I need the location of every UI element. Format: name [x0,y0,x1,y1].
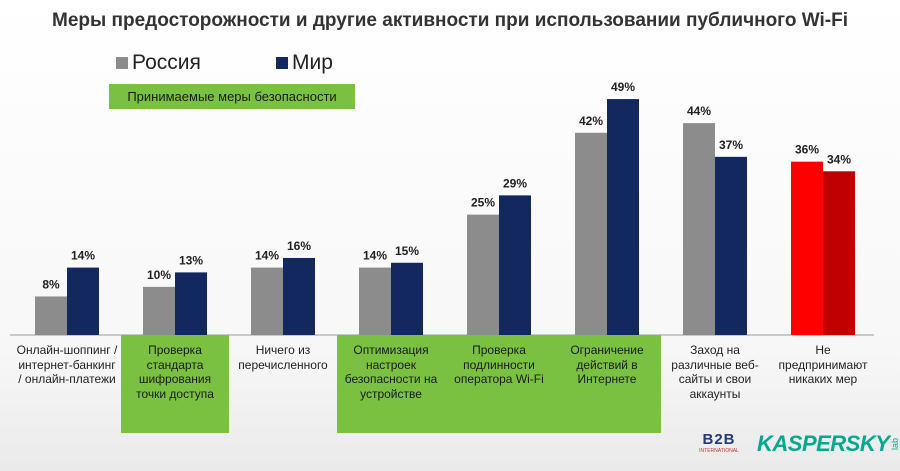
bar-world-7 [823,171,855,335]
category-label-3-line-1: настроек [365,357,417,372]
data-label-russia-7: 36% [795,143,819,157]
bar-russia-3 [359,267,391,335]
data-label-world-6: 37% [719,138,743,152]
bar-russia-7 [791,161,823,335]
data-label-world-2: 16% [287,239,311,253]
data-label-russia-6: 44% [687,104,711,118]
category-label-4-line-1: подлинности [463,357,535,372]
data-label-world-1: 13% [179,253,203,267]
bar-world-1 [175,272,207,335]
data-label-russia-5: 42% [579,114,603,128]
bar-world-0 [67,267,99,335]
category-label-7-line-0: Не [815,343,831,357]
legend-swatch-russia [116,57,128,69]
category-label-5-line-2: Интернете [577,372,637,386]
category-label-3-line-3: устройстве [360,386,422,401]
data-label-russia-1: 10% [147,268,171,282]
category-label-1-line-3: точки доступа [136,386,214,401]
bar-russia-1 [143,286,175,335]
legend-swatch-world [276,57,288,69]
category-label-7: Не предпринимают никаких мер [769,335,877,415]
category-label-4-line-0: Проверка [472,343,526,357]
category-label-5: Ограничение действий в Интернете [553,335,661,433]
b2b-international-logo: B2B INTERNATIONAL [695,431,743,455]
data-label-russia-4: 25% [471,196,495,210]
bar-world-5 [607,99,639,335]
category-label-7-line-2: никаких мер [788,372,858,386]
category-label-0-line-2: / онлайн-платежи [18,372,116,386]
category-label-0-line-0: Онлайн-шоппинг / [16,343,118,357]
data-label-world-3: 15% [395,244,419,258]
category-label-1-line-0: Проверка [148,343,202,357]
category-label-7-line-1: предпринимают [778,357,868,372]
bar-russia-2 [251,267,283,335]
b2b-logo-text: B2B [702,431,736,448]
kaspersky-logo-text: KASPERSKY [757,431,890,456]
category-label-1-line-1: стандарта [146,357,204,372]
bar-world-4 [499,195,531,335]
bar-russia-0 [35,296,67,335]
legend-item-russia: Россия [116,51,201,75]
category-label-6: Заход на различные веб-сайты и свои аккаун… [661,335,769,415]
data-label-world-7: 34% [827,152,851,166]
data-label-russia-2: 14% [255,249,279,263]
data-label-world-0: 14% [71,249,95,263]
category-label-6-line-0: Заход на [690,343,740,357]
bar-world-3 [391,262,423,335]
category-label-3-line-0: Оптимизация [353,343,429,357]
legend-label-world: Мир [292,51,333,74]
category-label-4-line-2: оператора Wi-Fi [454,372,544,386]
category-label-2-line-1: перечисленного [238,357,328,372]
category-label-3: Оптимизация настроек безопасности на устрой… [337,335,445,433]
kaspersky-lab-logo: KASPERSKY lab [757,431,900,457]
bar-russia-6 [683,123,715,335]
category-label-5-line-1: действий в [576,357,638,372]
kaspersky-logo-subtext: lab [890,437,900,451]
category-label-3-line-2: безопасности на [344,372,438,386]
category-label-6-line-2: сайты и свои [678,372,752,386]
category-label-2-line-0: Ничего из [255,343,311,357]
data-label-russia-3: 14% [363,249,387,263]
bar-russia-4 [467,214,499,335]
data-label-russia-0: 8% [42,277,60,291]
bar-world-2 [283,257,315,335]
b2b-logo-subtext: INTERNATIONAL [699,448,739,454]
data-label-world-4: 29% [503,176,527,190]
category-label-1-line-2: шифрования [138,372,212,386]
category-label-6-line-3: аккаунты [689,386,741,401]
category-label-1: Проверка стандарта шифрования точки доступа [121,335,229,433]
bar-russia-5 [575,132,607,335]
bar-world-6 [715,156,747,335]
category-label-0-line-1: интернет-банкинг [18,357,116,372]
chart-title: Меры предосторожности и другие активност… [52,10,848,31]
data-label-world-5: 49% [611,80,635,94]
category-label-4: Проверка подлинности оператора Wi-Fi [445,335,553,433]
category-label-6-line-1: различные веб- [671,357,759,372]
category-label-5-line-0: Ограничение [570,343,644,357]
category-label-2: Ничего из перечисленного [229,335,337,415]
legend-item-world: Мир [276,51,333,75]
security-measures-note: Принимаемые меры безопасности [109,84,355,109]
legend-label-russia: Россия [132,51,201,74]
category-label-0: Онлайн-шоппинг / интернет-банкинг / онлайн… [13,335,121,415]
